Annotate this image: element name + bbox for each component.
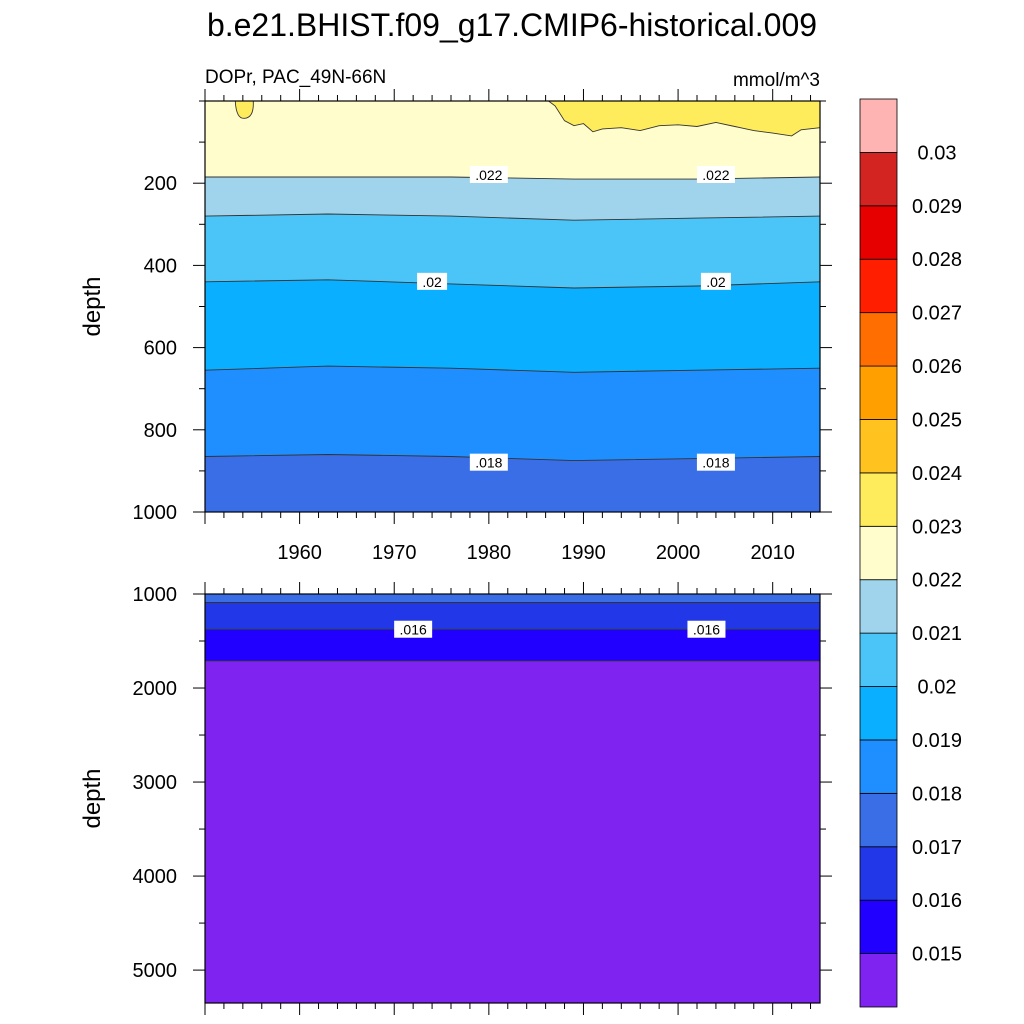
colorbar-swatch-0 — [859, 953, 898, 1008]
top-surface-patch-late — [547, 101, 820, 137]
colorbar-label-7: 0.022 — [912, 570, 962, 592]
colorbar-swatch-4 — [859, 739, 898, 794]
colorbar-label-3: 0.018 — [912, 783, 962, 805]
top-xtick-label-1990: 1990 — [561, 542, 606, 564]
colorbar-swatch-1 — [859, 899, 898, 954]
bottom-ytick-label-1000: 1000 — [133, 584, 178, 606]
top-depth-time-panel: .022 .022 .02 .02 .018 .018 1960 1970 1980 1990 20… — [79, 89, 832, 564]
top-panel-units: mmol/m^3 — [733, 70, 820, 91]
colorbar-swatch-10 — [859, 419, 898, 474]
top-contour-label-0: .022 — [469, 165, 508, 183]
top-contour-label-2: .02 — [417, 272, 448, 290]
colorbar-swatch-6 — [859, 632, 898, 687]
bottom-contour-fills — [205, 594, 820, 1003]
colorbar-label-15: 0.03 — [918, 142, 957, 164]
colorbar: 0.015 0.016 0.017 0.018 0.019 0.02 0.021 0.022 0… — [859, 98, 962, 1008]
colorbar-label-0: 0.015 — [912, 944, 962, 966]
top-contour-label-text-0: .022 — [475, 167, 502, 183]
top-contour-label-text-3: .02 — [706, 274, 726, 290]
colorbar-swatch-3 — [859, 792, 898, 848]
colorbar-swatch-14 — [859, 205, 898, 260]
colorbar-label-12: 0.027 — [912, 303, 962, 325]
top-ylabel: depth — [79, 276, 106, 336]
colorbar-label-14: 0.029 — [912, 196, 962, 218]
colorbar-swatch-16 — [859, 98, 898, 153]
colorbar-label-1: 0.016 — [912, 890, 962, 912]
top-contour-line-0.021 — [205, 213, 820, 221]
colorbar-label-5: 0.02 — [918, 677, 957, 699]
bottom-contour-label-text-1: .016 — [693, 622, 720, 638]
colorbar-label-2: 0.017 — [912, 837, 962, 859]
top-xtick-label-1970: 1970 — [372, 542, 417, 564]
colorbar-label-13: 0.028 — [912, 249, 962, 271]
top-contour-label-text-5: .018 — [702, 455, 729, 471]
colorbar-label-10: 0.025 — [912, 409, 962, 431]
bottom-ylabel: depth — [79, 768, 106, 828]
top-contour-label-text-4: .018 — [475, 455, 502, 471]
top-contour-label-3: .02 — [700, 272, 731, 290]
top-contour-label-4: .018 — [469, 453, 508, 471]
colorbar-swatch-7 — [859, 579, 898, 634]
top-contour-label-1: .022 — [696, 165, 735, 183]
top-contour-label-text-2: .02 — [422, 274, 442, 290]
top-xtick-label-1980: 1980 — [467, 542, 512, 564]
top-xtick-label-1960: 1960 — [277, 542, 322, 564]
bottom-contour-label-0: .016 — [394, 620, 433, 638]
top-ytick-label-600: 600 — [144, 338, 177, 360]
colorbar-label-4: 0.019 — [912, 730, 962, 752]
colorbar-swatch-15 — [859, 152, 898, 207]
colorbar-swatch-9 — [859, 472, 898, 527]
bottom-ytick-label-4000: 4000 — [133, 866, 178, 888]
bottom-ytick-label-3000: 3000 — [133, 772, 178, 794]
bottom-band-below-0.015 — [205, 660, 820, 1003]
figure-title: b.e21.BHIST.f09_g17.CMIP6-historical.009 — [207, 7, 817, 43]
bottom-contour-label-1: .016 — [687, 620, 726, 638]
top-band-below-0.018 — [205, 454, 820, 512]
top-ytick-label-800: 800 — [144, 420, 177, 442]
top-xtick-label-2000: 2000 — [656, 542, 701, 564]
colorbar-swatch-2 — [859, 846, 898, 901]
colorbar-swatch-8 — [859, 525, 898, 581]
top-contour-label-5: .018 — [696, 453, 735, 471]
colorbar-label-6: 0.021 — [912, 623, 962, 645]
bottom-depth-time-panel: .016 .016 1000 2000 3000 4000 5000 depth — [79, 582, 832, 1015]
colorbar-swatch-12 — [859, 312, 898, 367]
top-panel-subtitle-left: DOPr, PAC_49N-66N — [205, 67, 386, 88]
colorbar-label-8: 0.023 — [912, 516, 962, 538]
top-ytick-label-400: 400 — [144, 255, 177, 277]
colorbar-swatch-11 — [859, 365, 898, 420]
colorbar-swatch-5 — [859, 686, 898, 741]
bottom-contour-label-text-0: .016 — [400, 622, 427, 638]
colorbar-swatch-13 — [859, 258, 898, 314]
colorbar-label-9: 0.024 — [912, 463, 962, 485]
top-ytick-label-1000: 1000 — [133, 502, 178, 524]
top-contour-line-0.019 — [205, 365, 820, 373]
top-contour-label-text-1: .022 — [702, 167, 729, 183]
top-ytick-label-200: 200 — [144, 173, 177, 195]
bottom-ytick-label-2000: 2000 — [133, 678, 178, 700]
bottom-frame — [204, 593, 821, 1004]
colorbar-label-11: 0.026 — [912, 356, 962, 378]
top-surface-patch-early — [234, 101, 254, 119]
bottom-ytick-label-5000: 5000 — [133, 960, 178, 982]
top-xtick-label-2010: 2010 — [750, 542, 795, 564]
